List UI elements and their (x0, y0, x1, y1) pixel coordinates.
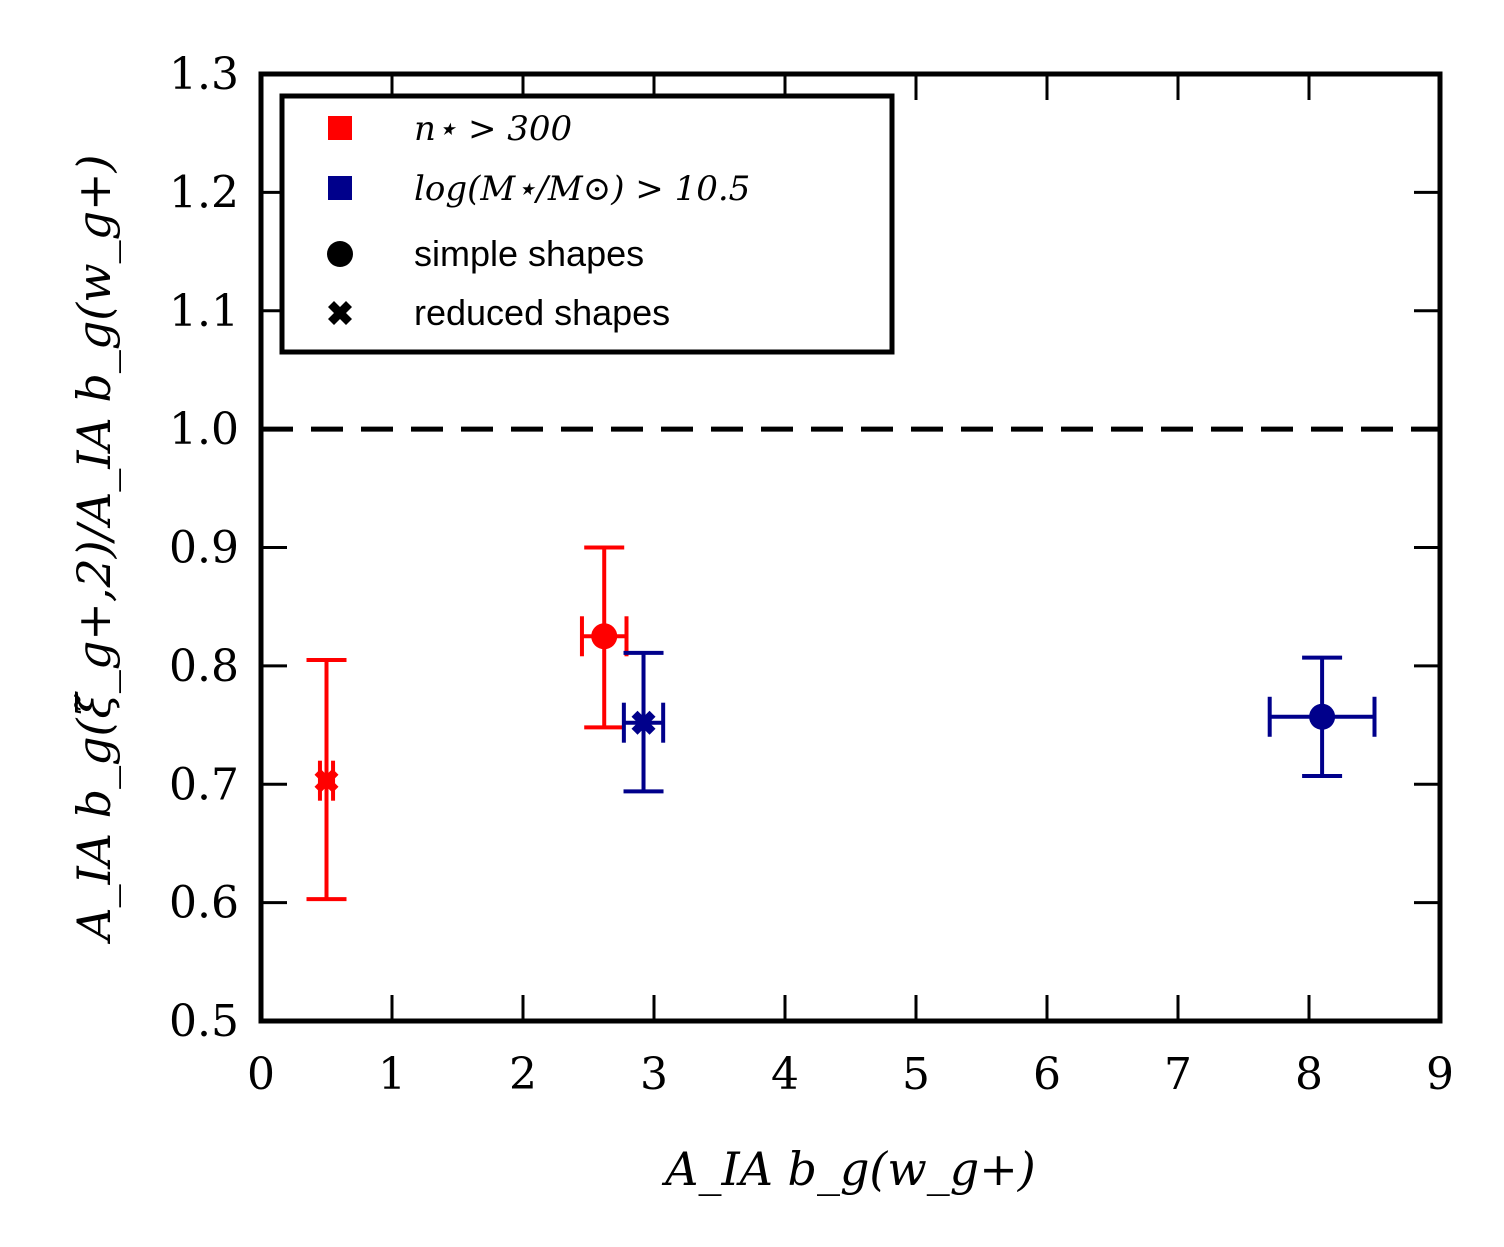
legend-entry: n⋆ > 300 (328, 109, 572, 149)
legend-entry: reduced shapes (328, 292, 670, 333)
x-tick-label: 1 (378, 1049, 406, 1100)
x-axis-label: A_IA b_g(w_g+) (661, 1142, 1035, 1196)
y-tick-label: 1.1 (169, 286, 239, 337)
marker-x (631, 710, 656, 735)
axis-tick-labels: 0 1 2 3 4 5 6 7 8 9 0.5 0.6 0.7 0.8 0.9 1.0 1.1 1.2 1.3 (169, 49, 1454, 1100)
y-tick-label: 0.5 (169, 996, 239, 1047)
legend-square-icon (328, 176, 352, 200)
y-axis-label: A_IA b_g(ξ̃_g+,2)/A_IA b_g(w_g+) (67, 154, 121, 944)
y-tick-label: 1.3 (169, 49, 239, 100)
marker-circle (1309, 703, 1336, 730)
y-tick-label: 0.6 (169, 878, 239, 929)
x-tick-label: 6 (1033, 1049, 1061, 1100)
x-tick-label: 2 (509, 1049, 537, 1100)
y-tick-label: 1.2 (169, 167, 239, 218)
legend-box (279, 93, 895, 355)
y-tick-label: 1.0 (169, 404, 239, 455)
legend: n⋆ > 300 log(M⋆/M⊙) > 10.5 simple shapes re… (279, 93, 895, 355)
legend-square-icon (328, 116, 352, 140)
x-tick-label: 9 (1426, 1049, 1454, 1100)
marker-x (314, 768, 339, 793)
y-tick-label: 0.7 (169, 759, 239, 810)
legend-label: simple shapes (414, 233, 644, 274)
data-point (306, 657, 347, 902)
legend-entry: log(M⋆/M⊙) > 10.5 (328, 169, 750, 209)
legend-entry: simple shapes (327, 233, 644, 274)
legend-label: reduced shapes (414, 292, 670, 333)
data-point (579, 545, 629, 730)
x-tick-label: 3 (640, 1049, 668, 1100)
y-tick-label: 0.9 (169, 523, 239, 574)
plot-frame (258, 71, 1443, 1024)
marker-circle (591, 623, 618, 650)
x-tick-label: 0 (247, 1049, 275, 1100)
marker-x (328, 301, 352, 325)
data-point (621, 650, 666, 794)
x-tick-label: 5 (902, 1049, 930, 1100)
x-tick-label: 8 (1295, 1049, 1323, 1100)
legend-circle-icon (327, 241, 353, 267)
data-point (1267, 655, 1377, 778)
legend-label: n⋆ > 300 (414, 109, 572, 149)
data-marks (306, 545, 1377, 902)
y-tick-label: 0.8 (169, 641, 239, 692)
legend-label: log(M⋆/M⊙) > 10.5 (414, 169, 750, 209)
x-tick-label: 4 (771, 1049, 799, 1100)
x-tick-label: 7 (1164, 1049, 1192, 1100)
